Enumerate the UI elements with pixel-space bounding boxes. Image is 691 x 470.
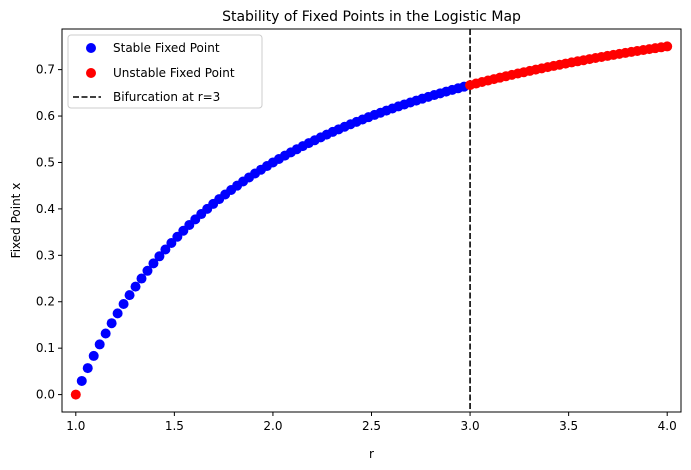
y-tick-label: 0.2 — [36, 295, 55, 309]
legend-marker-stable — [86, 43, 96, 53]
x-tick-label: 1.0 — [66, 419, 85, 433]
y-tick-label: 0.1 — [36, 341, 55, 355]
y-tick-label: 0.5 — [36, 155, 55, 169]
stable-point — [166, 238, 177, 249]
y-axis-label: Fixed Point x — [9, 183, 23, 259]
legend-label-bifurcation: Bifurcation at r=3 — [113, 90, 220, 104]
legend: Stable Fixed Point Unstable Fixed Point … — [67, 34, 263, 109]
x-tick-label: 2.5 — [362, 419, 381, 433]
stable-point — [76, 375, 87, 386]
stable-point — [124, 290, 135, 301]
y-tick-label: 0.4 — [36, 202, 55, 216]
y-tick-label: 0.6 — [36, 109, 55, 123]
x-tick-label: 3.0 — [461, 419, 480, 433]
stable-point — [136, 273, 147, 284]
y-tick-label: 0.3 — [36, 248, 55, 262]
chart-title: Stability of Fixed Points in the Logisti… — [222, 9, 521, 25]
y-tick-label: 0.0 — [36, 388, 55, 402]
stable-point — [88, 350, 99, 361]
stable-point — [142, 265, 153, 276]
unstable-point — [70, 389, 81, 400]
ticks-layer: 1.0 1.5 2.0 2.5 3.0 3.5 4.0 0.0 0.1 0.2 0.3 0.4 0.5 0… — [36, 63, 677, 433]
x-tick-label: 2.0 — [263, 419, 282, 433]
unstable-point — [662, 41, 673, 52]
stable-point — [100, 328, 111, 339]
stable-point — [148, 258, 159, 269]
legend-label-stable: Stable Fixed Point — [113, 41, 220, 55]
y-tick-label: 0.7 — [36, 63, 55, 77]
legend-marker-unstable — [86, 68, 96, 78]
marks-layer — [70, 29, 673, 412]
x-tick-label: 3.5 — [559, 419, 578, 433]
stable-point — [112, 308, 123, 319]
stable-point — [154, 251, 165, 262]
legend-label-unstable: Unstable Fixed Point — [113, 66, 235, 80]
x-tick-label: 4.0 — [658, 419, 677, 433]
legend-box — [67, 34, 263, 109]
stable-point — [106, 318, 117, 329]
stable-point — [118, 299, 129, 310]
stable-point — [82, 363, 93, 374]
stable-point — [94, 339, 105, 350]
plot-frame — [61, 28, 682, 413]
stable-point — [160, 244, 171, 255]
x-tick-label: 1.5 — [165, 419, 184, 433]
x-axis-label: r — [369, 447, 374, 461]
stable-point — [130, 281, 141, 292]
